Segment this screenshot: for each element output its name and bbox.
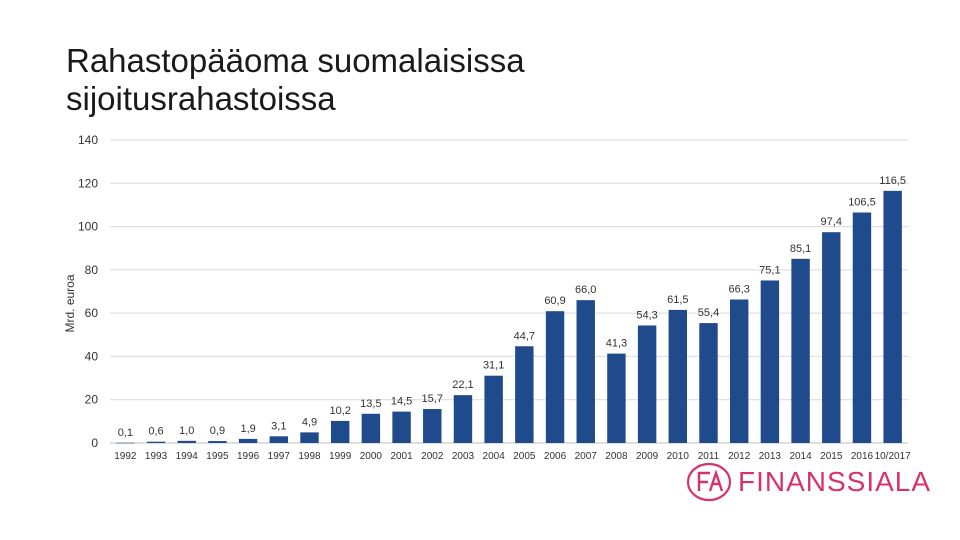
x-tick-label: 2009 (636, 451, 659, 462)
bar (392, 411, 411, 443)
bar (791, 258, 810, 443)
data-label: 61,5 (667, 294, 688, 306)
bar (330, 420, 350, 443)
data-label: 13,5 (360, 398, 381, 410)
bar (453, 395, 473, 443)
x-tick-label: 2010 (667, 451, 690, 462)
bar (607, 353, 626, 443)
page-title: Rahastopääoma suomalaisissa sijoitusraha… (66, 42, 766, 118)
x-tick-label: 2003 (452, 451, 475, 462)
bar (883, 190, 902, 443)
bar (423, 409, 442, 443)
data-label: 15,7 (422, 393, 443, 405)
data-label: 85,1 (790, 243, 811, 255)
y-tick-label: 60 (85, 306, 99, 320)
bar (300, 432, 319, 443)
data-label: 55,4 (698, 307, 719, 319)
bar (699, 323, 718, 443)
bar (146, 441, 166, 443)
data-label: 3,1 (271, 420, 286, 432)
x-tick-label: 2006 (544, 451, 567, 462)
data-label: 4,9 (302, 416, 317, 428)
bar (484, 375, 503, 443)
data-label: 116,5 (879, 175, 906, 187)
x-tick-label: 2004 (483, 451, 506, 462)
data-label: 106,5 (848, 197, 876, 209)
data-label: 1,9 (240, 423, 255, 435)
x-tick-label: 1999 (329, 451, 352, 462)
bar (545, 311, 565, 443)
bar (822, 232, 841, 443)
fa-logo-icon (686, 462, 732, 502)
bar (637, 325, 657, 443)
finanssiala-logo: FINANSSIALA (686, 462, 931, 502)
bar (238, 438, 258, 443)
x-tick-label: 10/2017 (875, 451, 912, 462)
y-tick-label: 0 (91, 436, 98, 450)
x-tick-label: 1995 (206, 451, 229, 462)
data-label: 0,1 (118, 427, 133, 439)
x-tick-label: 2000 (360, 451, 383, 462)
y-tick-label: 40 (85, 349, 99, 363)
bar (576, 300, 595, 443)
data-label: 54,3 (636, 309, 657, 321)
data-label: 10,2 (329, 405, 350, 417)
x-tick-label: 2007 (575, 451, 598, 462)
bar (760, 280, 780, 443)
x-tick-label: 1997 (268, 451, 291, 462)
y-tick-label: 100 (78, 220, 98, 234)
x-tick-label: 2013 (759, 451, 782, 462)
x-tick-label: 2012 (728, 451, 751, 462)
x-tick-label: 2002 (421, 451, 444, 462)
data-label: 66,0 (575, 284, 596, 296)
x-tick-label: 2016 (851, 451, 874, 462)
x-tick-label: 2014 (789, 451, 812, 462)
x-tick-label: 1998 (298, 451, 321, 462)
x-tick-label: 1993 (145, 451, 168, 462)
title-line-1: Rahastopääoma suomalaisissa (66, 42, 525, 79)
title-line-2: sijoitusrahastoissa (66, 80, 336, 117)
y-tick-label: 140 (78, 133, 98, 147)
data-label: 22,1 (452, 379, 473, 391)
bar (729, 299, 749, 443)
x-tick-label: 2005 (513, 451, 536, 462)
bar (668, 309, 688, 443)
data-label: 41,3 (606, 338, 627, 350)
x-tick-label: 2011 (698, 451, 720, 462)
y-tick-label: 120 (78, 176, 98, 190)
data-label: 97,4 (821, 216, 842, 228)
x-tick-label: 1994 (176, 451, 199, 462)
bar (852, 212, 872, 443)
data-label: 0,9 (210, 425, 225, 437)
data-label: 0,6 (148, 426, 163, 438)
x-tick-label: 2001 (390, 451, 413, 462)
x-tick-label: 1992 (114, 451, 137, 462)
y-axis-label: Mrd. euroa (63, 274, 77, 332)
logo-text: FINANSSIALA (738, 466, 932, 497)
bar (269, 436, 289, 443)
data-label: 66,3 (728, 284, 749, 296)
data-label: 44,7 (514, 330, 535, 342)
x-tick-label: 1996 (237, 451, 260, 462)
bar (361, 413, 381, 443)
data-label: 60,9 (544, 295, 565, 307)
bar (116, 442, 135, 444)
bar (515, 346, 534, 443)
bar (208, 441, 227, 443)
data-label: 75,1 (759, 264, 780, 276)
y-tick-label: 80 (85, 263, 99, 277)
y-tick-label: 20 (85, 393, 99, 407)
data-label: 1,0 (179, 425, 194, 437)
bar (177, 440, 196, 443)
data-label: 14,5 (391, 396, 412, 408)
x-tick-label: 2015 (820, 451, 843, 462)
data-label: 31,1 (483, 360, 504, 372)
x-tick-label: 2008 (605, 451, 628, 462)
